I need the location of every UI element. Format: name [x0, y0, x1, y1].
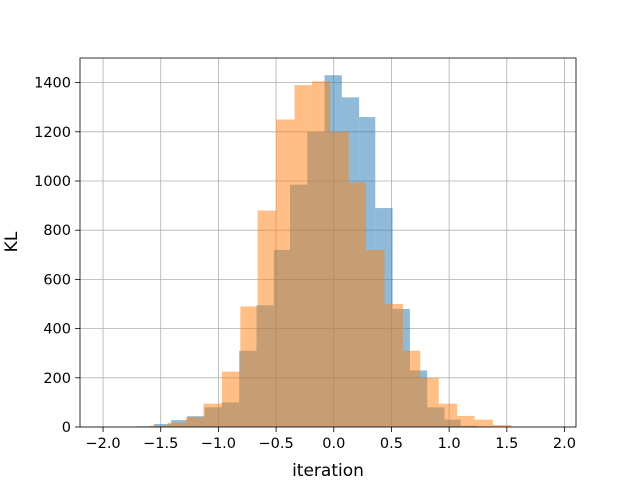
histogram-bar [330, 131, 349, 428]
x-tick-label: −1.0 [201, 436, 236, 452]
x-tick-label: −0.5 [258, 436, 293, 452]
x-tick-label: −1.5 [143, 436, 178, 452]
y-tick-label: 200 [43, 371, 71, 387]
histogram-bar [438, 403, 458, 427]
histogram-bar [457, 415, 475, 427]
histogram-bar [402, 350, 421, 427]
histogram-bar [149, 425, 168, 427]
x-axis-ticks: −2.0 −1.5 −1.0 −0.5 0.0 0.5 1.0 1.5 2.0 [85, 427, 576, 452]
histogram-bar [153, 424, 172, 427]
histogram-bar [420, 377, 439, 427]
y-tick-label: 400 [43, 322, 71, 338]
histogram-bar [276, 119, 295, 427]
histogram-bar [186, 417, 204, 427]
histogram-bar [348, 182, 367, 427]
histogram-bar [311, 81, 331, 428]
histogram-bar [203, 403, 222, 427]
x-tick-label: 2.0 [553, 436, 576, 452]
histogram-bar [474, 419, 493, 427]
y-tick-label: 1000 [34, 174, 71, 190]
x-tick-label: −2.0 [85, 436, 120, 452]
x-tick-label: 1.0 [438, 436, 461, 452]
axes-frame [79, 57, 577, 428]
histogram-bar [294, 85, 312, 427]
y-tick-label: 1200 [34, 125, 71, 141]
plot-frame [79, 57, 577, 428]
histogram-bar [167, 422, 187, 427]
histogram-bar [221, 371, 241, 427]
histogram-bar [257, 210, 277, 427]
x-axis-label: iteration [292, 461, 364, 480]
y-axis-label: KL [2, 231, 22, 252]
histogram-bar [240, 306, 258, 427]
x-tick-label: 0.5 [380, 436, 403, 452]
y-tick-label: 600 [43, 272, 71, 288]
x-tick-label: 0.0 [322, 436, 345, 452]
y-axis-ticks: 0 200 400 600 800 1000 1200 1400 [34, 76, 80, 436]
histogram-bar [384, 304, 403, 427]
y-tick-label: 800 [43, 223, 71, 239]
histogram-bars [136, 75, 512, 428]
y-tick-label: 1400 [34, 76, 71, 92]
histogram-series-2 [149, 81, 512, 428]
x-tick-label: 1.5 [495, 436, 518, 452]
histogram-bar [492, 425, 512, 427]
histogram-bar [366, 249, 385, 427]
y-tick-label: 0 [62, 420, 71, 436]
